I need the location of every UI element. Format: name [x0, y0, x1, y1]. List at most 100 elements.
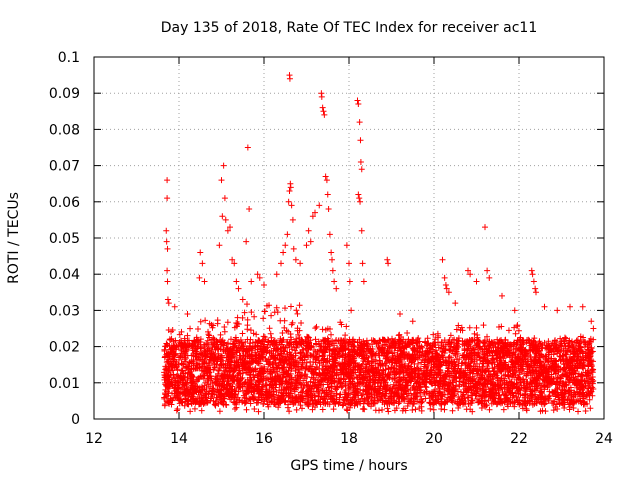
data-point — [187, 379, 194, 386]
data-point — [504, 403, 511, 410]
data-point — [324, 381, 331, 388]
data-point — [462, 362, 469, 369]
data-point — [247, 400, 254, 407]
data-point — [220, 386, 227, 393]
data-point — [365, 379, 372, 386]
data-point — [362, 364, 369, 371]
data-point — [477, 371, 484, 378]
data-point — [202, 341, 209, 348]
data-point — [541, 386, 548, 393]
data-point — [437, 389, 444, 396]
data-point — [322, 337, 329, 344]
data-point — [230, 365, 237, 372]
data-point — [416, 405, 423, 412]
data-point — [430, 331, 437, 338]
data-point — [337, 376, 344, 383]
data-point — [246, 395, 253, 402]
data-point — [263, 302, 270, 309]
data-point — [346, 351, 353, 358]
data-point — [385, 357, 392, 364]
data-point — [354, 374, 361, 381]
data-point — [287, 303, 294, 310]
data-point — [252, 349, 259, 356]
data-point — [503, 343, 510, 350]
data-point — [188, 360, 195, 367]
data-point — [488, 339, 495, 346]
data-point — [467, 343, 474, 350]
data-point — [483, 348, 490, 355]
data-point — [182, 343, 189, 350]
data-point — [391, 375, 398, 382]
data-point — [224, 372, 231, 379]
data-point — [276, 357, 283, 364]
data-point — [390, 381, 397, 388]
data-point — [502, 340, 509, 347]
data-point — [481, 392, 488, 399]
data-point — [449, 407, 456, 414]
data-point — [174, 405, 181, 412]
data-point — [163, 351, 170, 358]
data-point — [194, 326, 201, 333]
data-point — [251, 366, 258, 373]
data-point — [455, 362, 462, 369]
data-point — [453, 356, 460, 363]
data-point — [191, 405, 198, 412]
data-point — [328, 383, 335, 390]
data-point — [558, 375, 564, 382]
data-point — [268, 353, 275, 360]
data-point — [389, 350, 396, 357]
data-point — [278, 337, 285, 344]
data-point — [319, 365, 326, 372]
data-point — [500, 391, 507, 398]
data-point — [353, 388, 360, 395]
data-point — [294, 373, 301, 380]
data-point — [307, 358, 314, 365]
data-point — [241, 309, 248, 316]
data-point — [282, 353, 289, 360]
data-point — [208, 375, 215, 382]
data-point — [330, 406, 337, 413]
data-point — [342, 394, 349, 401]
data-point — [333, 390, 340, 397]
data-point — [212, 355, 219, 362]
data-point — [401, 343, 408, 350]
data-point — [453, 326, 460, 333]
data-point — [239, 330, 246, 337]
data-point — [417, 384, 424, 391]
data-point — [347, 400, 354, 407]
data-point — [214, 317, 221, 324]
data-point — [203, 360, 210, 367]
data-point — [257, 343, 264, 350]
data-point — [274, 373, 281, 380]
data-point — [220, 346, 227, 353]
data-point — [501, 375, 508, 382]
data-point — [212, 402, 219, 409]
data-point — [171, 352, 178, 359]
data-point — [495, 377, 502, 384]
data-point — [479, 382, 486, 389]
data-point — [233, 347, 240, 354]
data-point — [207, 383, 214, 390]
data-point — [332, 400, 339, 407]
data-point — [280, 374, 287, 381]
data-point — [389, 385, 396, 392]
data-point — [293, 406, 300, 413]
data-point — [339, 402, 346, 409]
data-point — [362, 358, 369, 365]
data-point — [283, 369, 290, 376]
data-point — [286, 393, 293, 400]
data-point — [577, 333, 584, 340]
data-point — [203, 385, 210, 392]
data-point — [441, 400, 448, 407]
data-point — [468, 336, 475, 343]
data-point — [395, 332, 402, 339]
data-point — [221, 324, 228, 331]
data-point — [538, 399, 545, 406]
data-point — [508, 349, 515, 356]
data-point — [379, 391, 386, 398]
data-point — [257, 392, 264, 399]
data-point — [173, 407, 180, 414]
data-point — [459, 392, 466, 399]
data-point — [358, 374, 365, 381]
data-point — [587, 374, 594, 381]
